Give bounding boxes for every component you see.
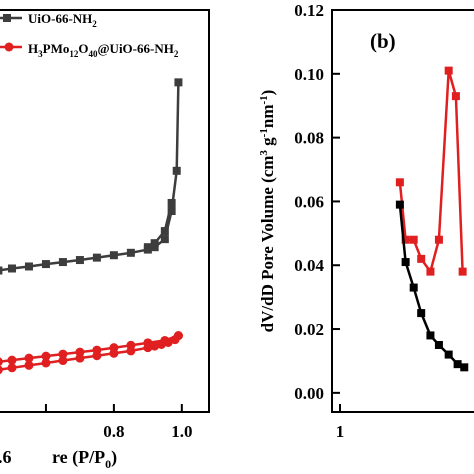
legend-marker-hpmo — [4, 42, 14, 52]
panel-b-y-tick-label-4: 0.08 — [294, 129, 324, 148]
panel-b-point-0-4 — [426, 267, 435, 276]
panel-a-x-tick-label-2: 1.0 — [171, 422, 192, 441]
panel-b-point-0-2 — [409, 235, 418, 244]
panel-a-point-2-1 — [7, 363, 17, 373]
panel-a-point-3-2 — [143, 338, 153, 348]
panel-a-point-3-4 — [109, 343, 119, 353]
panel-b-frame — [331, 9, 474, 413]
panel-a-point-0-6 — [92, 253, 101, 262]
panel-b-y-tick-label-3: 0.06 — [294, 192, 324, 211]
panel-b-y-tick-label-1: 0.02 — [294, 320, 324, 339]
panel-b-point-1-4 — [426, 331, 435, 340]
panel-b-point-0-1 — [401, 235, 410, 244]
panel-a-x-axis-title: re (P/P0) — [52, 447, 117, 471]
panel-b-point-1-1 — [401, 258, 410, 267]
panel-b-point-0-3 — [417, 254, 426, 263]
panel-b-y-tick-label-5: 0.10 — [294, 65, 324, 84]
panel-a-series — [0, 78, 183, 374]
panel-a-point-3-0 — [173, 331, 183, 341]
panel-a-x-label-fragment: .6 — [0, 447, 12, 467]
panel-b-series-line-1 — [398, 204, 465, 369]
panel-b-point-0-7 — [451, 92, 460, 101]
panel-a-point-1-1 — [160, 227, 169, 236]
panel-a-point-0-8 — [126, 248, 135, 257]
panel-a-point-3-1 — [160, 335, 170, 345]
panel-a-frame — [0, 9, 210, 413]
panel-b-series — [395, 66, 469, 372]
panel-b-point-1-5 — [434, 341, 443, 349]
panel-a-point-0-3 — [41, 260, 50, 269]
panel-a-point-2-0 — [0, 365, 3, 374]
legend-label-hpmo: H3PMo12O40@UiO-66-NH2 — [28, 41, 179, 59]
panel-a-point-0-13 — [172, 166, 181, 175]
panel-a-point-0-4 — [58, 258, 67, 267]
panel-b: 0.00 0.02 0.04 0.06 0.08 0.10 0.12 1 (b) dV/dD… — [258, 1, 474, 441]
panel-b-x-tick-label: 1 — [336, 422, 345, 441]
panel-a-point-1-2 — [150, 239, 159, 248]
panel-b-point-1-6 — [444, 350, 453, 359]
legend-marker-uio — [3, 14, 11, 22]
legend-label-uio: UiO-66-NH2 — [28, 11, 97, 29]
panel-a-point-0-1 — [7, 264, 16, 273]
panel-a-point-3-10 — [7, 355, 17, 365]
panel-b-point-1-7 — [453, 360, 462, 369]
panel-a-point-3-3 — [126, 340, 136, 350]
panel-a-point-0-5 — [75, 256, 84, 265]
panel-b-y-tick-label-6: 0.12 — [294, 1, 324, 20]
panel-a-x-tick-label-1: 0.8 — [103, 422, 124, 441]
panel-b-y-tick-label-0: 0.00 — [294, 384, 324, 403]
panel-b-point-0-6 — [444, 66, 453, 75]
panel-b-point-1-2 — [409, 283, 418, 292]
panel-a-point-3-7 — [58, 349, 68, 359]
panel-a-point-3-11 — [0, 357, 3, 366]
panel-a-point-3-5 — [92, 345, 102, 355]
panel-a-point-3-6 — [75, 347, 85, 357]
panel-a-point-2-4 — [58, 356, 68, 366]
panel-b-point-0-5 — [434, 235, 443, 244]
panel-a-point-0-2 — [24, 262, 33, 271]
panel-b-point-0-8 — [458, 267, 467, 276]
panel-a-point-0-14 — [174, 78, 183, 87]
panel-b-point-1-8 — [460, 363, 469, 372]
panel-a-point-2-3 — [41, 358, 51, 368]
panel-b-label: (b) — [370, 29, 396, 53]
panel-a-point-2-10 — [150, 341, 160, 351]
panel-a-x-ticks: 0.8 1.0 — [44, 404, 192, 441]
panel-a-point-0-11 — [160, 235, 169, 244]
panel-a-point-0-7 — [109, 251, 118, 260]
panel-a-point-0-10 — [150, 243, 159, 252]
panel-b-point-1-0 — [395, 200, 404, 209]
panel-b-point-1-3 — [417, 309, 426, 318]
panel-a-point-0-0 — [0, 266, 3, 275]
panel-a: 0.8 1.0 UiO-66-NH2 H3PMo12O40@UiO-66-NH2 … — [0, 9, 210, 471]
panel-a-point-3-8 — [41, 351, 51, 361]
panel-a-point-2-2 — [24, 360, 34, 370]
panel-a-point-1-0 — [167, 198, 176, 207]
panel-b-y-axis-title: dV/dD Pore Volume (cm3 g-1nm-1) — [258, 90, 277, 333]
panel-a-point-0-12 — [167, 207, 176, 215]
panel-a-point-1-3 — [143, 243, 152, 252]
panel-b-point-0-0 — [395, 178, 404, 187]
panel-b-y-tick-label-2: 0.04 — [294, 256, 324, 275]
panel-b-y-ticks: 0.00 0.02 0.04 0.06 0.08 0.10 0.12 — [294, 1, 340, 403]
panel-a-legend: UiO-66-NH2 H3PMo12O40@UiO-66-NH2 — [0, 11, 179, 59]
panel-a-point-3-9 — [24, 353, 34, 363]
